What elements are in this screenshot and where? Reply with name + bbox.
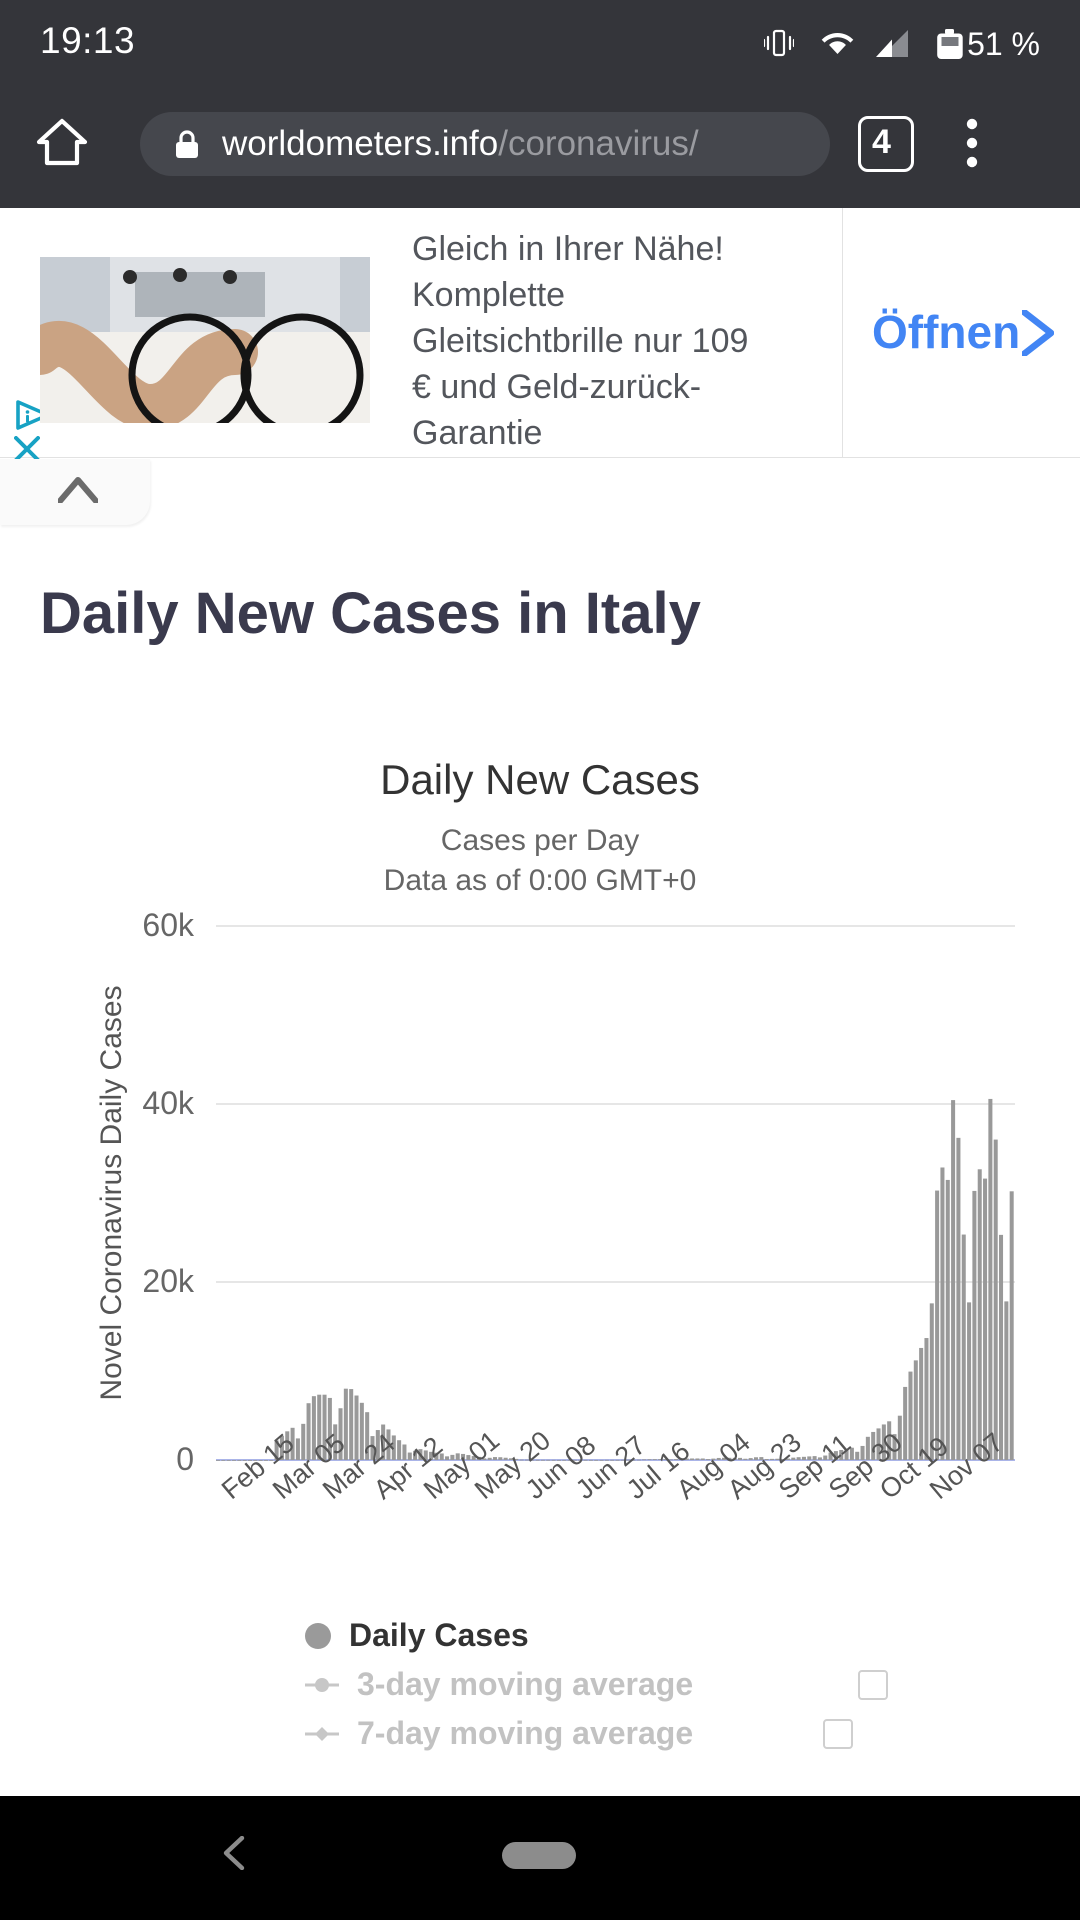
svg-text:20k: 20k (142, 1263, 195, 1299)
svg-text:60k: 60k (142, 907, 195, 943)
svg-text:Novel Coronavirus Daily Cases: Novel Coronavirus Daily Cases (95, 985, 128, 1400)
svg-text:40k: 40k (142, 1085, 195, 1121)
